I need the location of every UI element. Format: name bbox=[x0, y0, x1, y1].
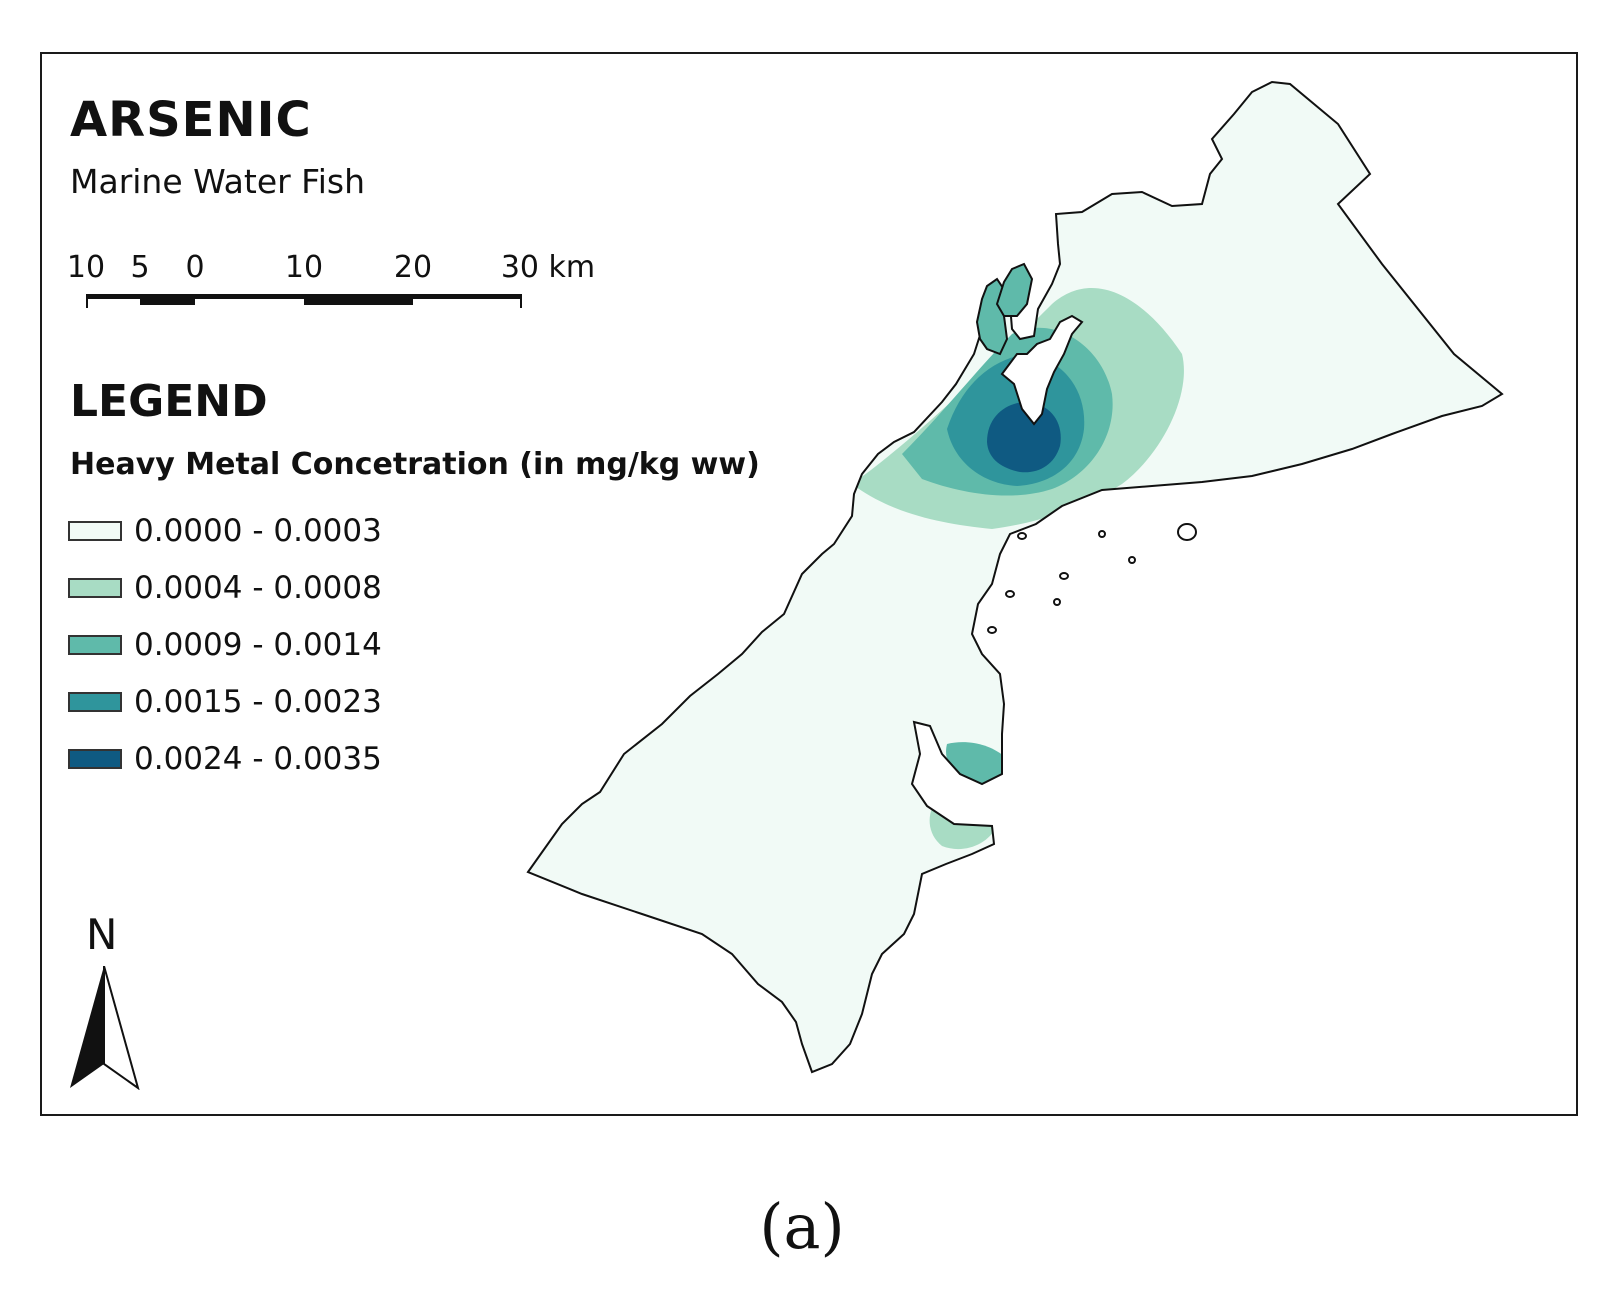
legend-label: 0.0024 - 0.0035 bbox=[134, 740, 382, 777]
scale-bar-graphic bbox=[86, 294, 522, 308]
north-arrow: N bbox=[66, 910, 146, 1100]
map-canvas bbox=[526, 80, 1504, 1074]
legend-label: 0.0004 - 0.0008 bbox=[134, 569, 382, 606]
legend-heading: LEGEND bbox=[70, 376, 268, 427]
legend-item: 0.0024 - 0.0035 bbox=[68, 730, 382, 787]
legend-label: 0.0009 - 0.0014 bbox=[134, 626, 382, 663]
scale-label: 20 bbox=[393, 250, 433, 285]
legend-item: 0.0009 - 0.0014 bbox=[68, 616, 382, 673]
scale-label: 5 bbox=[130, 250, 150, 285]
legend-item: 0.0015 - 0.0023 bbox=[68, 673, 382, 730]
legend-label: 0.0000 - 0.0003 bbox=[134, 512, 382, 549]
scale-label: 10 bbox=[284, 250, 324, 285]
map-subtitle: Marine Water Fish bbox=[70, 162, 366, 201]
legend-swatch bbox=[68, 634, 122, 655]
legend-swatch bbox=[68, 520, 122, 541]
legend-list: 0.0000 - 0.0003 0.0004 - 0.0008 0.0009 -… bbox=[68, 502, 382, 787]
study-area-land bbox=[528, 82, 1502, 1072]
legend-item: 0.0000 - 0.0003 bbox=[68, 502, 382, 559]
scale-label: 30 km bbox=[500, 250, 596, 285]
island-north bbox=[995, 262, 1034, 317]
islet-6 bbox=[1053, 598, 1061, 606]
zone-class-5 bbox=[987, 402, 1061, 473]
islet-4 bbox=[1098, 530, 1106, 538]
figure-caption: (a) bbox=[759, 1190, 845, 1263]
north-label: N bbox=[86, 910, 118, 959]
map-title: ARSENIC bbox=[70, 92, 312, 148]
scale-bar: 10 5 0 10 20 30 km bbox=[66, 250, 630, 320]
legend-item: 0.0004 - 0.0008 bbox=[68, 559, 382, 616]
islet-7 bbox=[1005, 590, 1015, 598]
legend-variable: Heavy Metal Concetration (in mg/kg ww) bbox=[70, 447, 760, 482]
islet-2 bbox=[1017, 532, 1027, 540]
islet-5 bbox=[1128, 556, 1136, 564]
map-frame: ARSENIC Marine Water Fish 10 5 0 10 20 3… bbox=[40, 52, 1578, 1116]
scale-label: 10 bbox=[66, 250, 106, 285]
islet-1 bbox=[1177, 523, 1197, 541]
coastline bbox=[526, 80, 1504, 1074]
bay-inlet bbox=[1000, 314, 1084, 426]
legend-label: 0.0015 - 0.0023 bbox=[134, 683, 382, 720]
north-arrow-icon bbox=[70, 966, 140, 1090]
legend-swatch bbox=[68, 691, 122, 712]
islet-3 bbox=[1059, 572, 1069, 580]
legend-swatch bbox=[68, 748, 122, 769]
islet-8 bbox=[987, 626, 997, 634]
scale-label: 0 bbox=[185, 250, 205, 285]
legend-swatch bbox=[68, 577, 122, 598]
